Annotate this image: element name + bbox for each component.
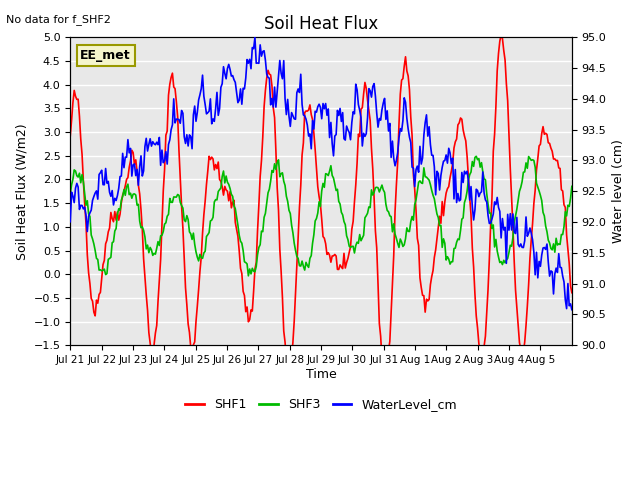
Text: No data for f_SHF2: No data for f_SHF2 (6, 14, 111, 25)
Title: Soil Heat Flux: Soil Heat Flux (264, 15, 378, 33)
Y-axis label: Soil Heat Flux (W/m2): Soil Heat Flux (W/m2) (15, 123, 28, 260)
Y-axis label: Water level (cm): Water level (cm) (612, 139, 625, 243)
X-axis label: Time: Time (306, 368, 337, 381)
Text: EE_met: EE_met (80, 49, 131, 62)
Legend: SHF1, SHF3, WaterLevel_cm: SHF1, SHF3, WaterLevel_cm (180, 393, 462, 416)
